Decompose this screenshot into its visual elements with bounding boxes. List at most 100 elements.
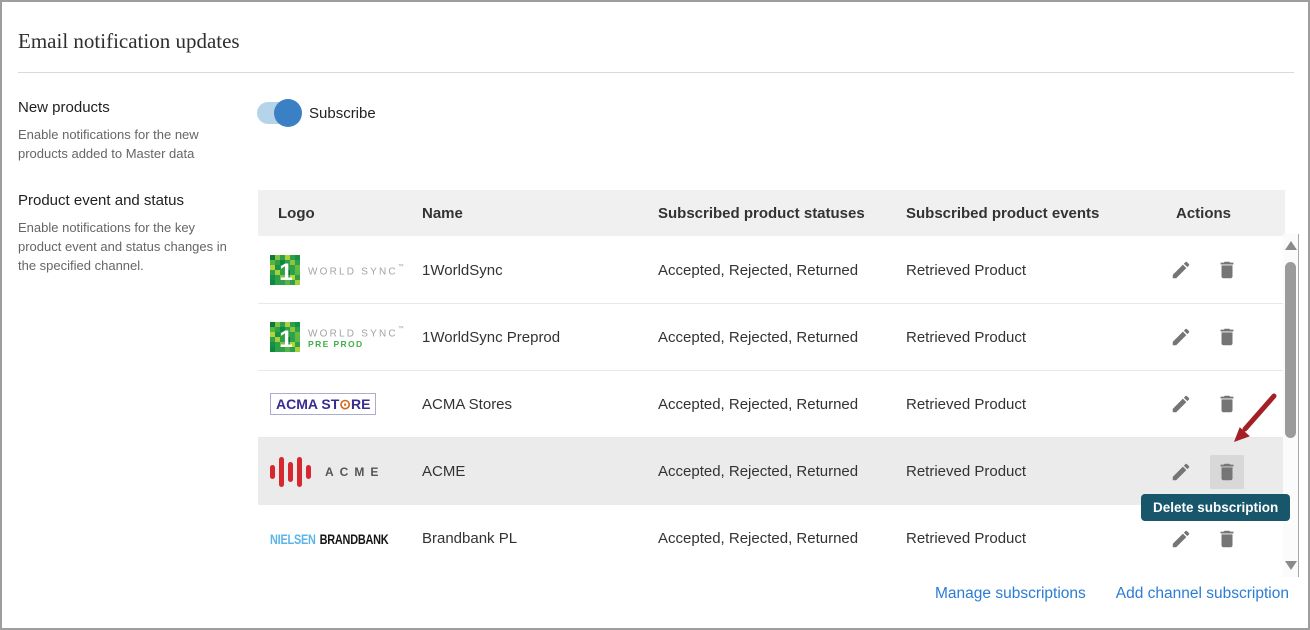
- edit-subscription-button[interactable]: [1164, 253, 1198, 287]
- channel-logo-cell: NIELSEN BRANDBANK: [258, 531, 406, 547]
- worldsync-tm: ™: [397, 325, 404, 332]
- subscribed-statuses: Accepted, Rejected, Returned: [658, 395, 859, 413]
- acme-logo: ACME: [270, 456, 406, 487]
- preprod-label: PRE PROD: [308, 339, 364, 350]
- product-event-section: Product event and status Enable notifica…: [18, 191, 240, 275]
- edit-subscription-button[interactable]: [1164, 455, 1198, 489]
- subscribed-statuses: Accepted, Rejected, Returned: [658, 261, 859, 279]
- new-products-section: New products Enable notifications for th…: [18, 98, 240, 163]
- subscribed-statuses: Accepted, Rejected, Returned: [658, 463, 859, 480]
- table-row-1worldsync: 1 WORLD SYNC™ 1WorldSync Accepted, Rejec…: [258, 237, 1285, 304]
- acme-bars-icon: [270, 456, 311, 487]
- scrollbar-thumb[interactable]: [1285, 262, 1296, 438]
- acme-wordmark: ACME: [325, 464, 385, 479]
- channel-name: ACMA Stores: [422, 395, 513, 413]
- subscribed-events: Retrieved Product: [906, 463, 1027, 480]
- delete-subscription-button[interactable]: [1210, 522, 1244, 556]
- header-logo: Logo: [278, 204, 315, 222]
- channel-logo-cell: 1 WORLD SYNC™ PRE PROD: [258, 322, 406, 352]
- pencil-icon: [1172, 328, 1189, 346]
- scroll-down-icon[interactable]: [1285, 561, 1297, 570]
- trash-icon: [1220, 395, 1233, 413]
- channel-logo-cell: ACMA ST⊙RE: [258, 393, 406, 415]
- channel-name: 1WorldSync Preprod: [422, 328, 561, 346]
- brandbank-wordmark: BRANDBANK: [319, 530, 389, 547]
- header-actions: Actions: [1175, 204, 1231, 222]
- nielsen-wordmark: NIELSEN: [270, 530, 316, 547]
- acma-wordmark-post: RE: [351, 396, 371, 412]
- channel-name: Brandbank PL: [422, 530, 518, 547]
- worldsync-wordmark: WORLD SYNC: [308, 266, 398, 278]
- trash-icon: [1220, 328, 1233, 346]
- acma-wordmark-pre: ACMA ST: [276, 396, 340, 412]
- table-row-acme: ACME ACME Accepted, Rejected, Returned R…: [258, 438, 1285, 505]
- table-row-acma-stores: ACMA ST⊙RE ACMA Stores Accepted, Rejecte…: [258, 371, 1285, 438]
- subscribe-toggle-row: Subscribe: [257, 99, 376, 127]
- worldsync-preprod-logo: 1 WORLD SYNC™ PRE PROD: [270, 322, 406, 352]
- subscribed-events: Retrieved Product: [906, 530, 1027, 547]
- add-channel-subscription-link[interactable]: Add channel subscription: [1115, 585, 1289, 602]
- acma-o-icon: ⊙: [339, 396, 351, 412]
- pencil-icon: [1172, 261, 1189, 279]
- settings-sidebar: New products Enable notifications for th…: [18, 98, 240, 275]
- worldsync-mosaic-icon: 1: [270, 255, 300, 285]
- footer-links: Manage subscriptions Add channel subscri…: [258, 585, 1289, 603]
- row-actions: [1122, 387, 1285, 421]
- pencil-icon: [1172, 463, 1189, 480]
- table-header-row: Logo Name Subscribed product statuses Su…: [258, 190, 1285, 236]
- channel-logo-cell: 1 WORLD SYNC™: [258, 255, 406, 285]
- page-title: Email notification updates: [18, 29, 240, 53]
- product-event-heading: Product event and status: [18, 192, 184, 209]
- row-actions: [1122, 454, 1285, 489]
- delete-subscription-button[interactable]: [1210, 387, 1244, 421]
- edit-subscription-button[interactable]: [1164, 522, 1198, 556]
- row-actions: [1122, 522, 1285, 556]
- row-actions: [1122, 320, 1285, 354]
- subscribed-events: Retrieved Product: [906, 261, 1027, 279]
- worldsync-tm: ™: [397, 264, 404, 271]
- channel-name: ACME: [422, 463, 466, 480]
- worldsync-mosaic-icon: 1: [270, 322, 300, 352]
- pencil-icon: [1172, 395, 1189, 413]
- header-name: Name: [422, 204, 463, 222]
- new-products-heading: New products: [18, 99, 110, 116]
- delete-subscription-button-hovered[interactable]: [1209, 454, 1244, 489]
- header-statuses: Subscribed product statuses: [658, 204, 865, 222]
- worldsync-wordmark: WORLD SYNC: [308, 328, 398, 340]
- delete-subscription-button[interactable]: [1210, 253, 1244, 287]
- scroll-up-icon[interactable]: [1285, 241, 1297, 250]
- subscribed-statuses: Accepted, Rejected, Returned: [658, 530, 859, 547]
- toggle-knob-icon: [274, 99, 302, 127]
- subscribe-toggle[interactable]: [257, 99, 302, 127]
- header-events: Subscribed product events: [906, 204, 1100, 222]
- row-actions: [1122, 253, 1285, 287]
- product-event-description: Enable notifications for the key product…: [18, 220, 227, 273]
- subscribed-events: Retrieved Product: [906, 328, 1027, 346]
- edit-subscription-button[interactable]: [1164, 320, 1198, 354]
- svg-text:1: 1: [279, 259, 292, 285]
- trash-icon: [1220, 463, 1233, 480]
- subscribed-events: Retrieved Product: [906, 395, 1027, 413]
- table-row-brandbank: NIELSEN BRANDBANK Brandbank PL Accepted,…: [258, 505, 1285, 572]
- worldsync-logo: 1 WORLD SYNC™: [270, 255, 406, 285]
- channel-logo-cell: ACME: [258, 456, 406, 487]
- pencil-icon: [1172, 530, 1189, 547]
- svg-text:1: 1: [279, 326, 292, 352]
- delete-subscription-button[interactable]: [1210, 320, 1244, 354]
- acma-store-logo: ACMA ST⊙RE: [270, 393, 377, 415]
- subscribed-statuses: Accepted, Rejected, Returned: [658, 328, 859, 346]
- channel-name: 1WorldSync: [422, 261, 503, 279]
- table-row-1worldsync-preprod: 1 WORLD SYNC™ PRE PROD 1WorldSync Prepro…: [258, 304, 1285, 371]
- delete-subscription-tooltip: Delete subscription: [1141, 494, 1291, 521]
- header-divider: [18, 72, 1294, 73]
- subscriptions-table: Logo Name Subscribed product statuses Su…: [258, 190, 1285, 572]
- subscribe-toggle-label: Subscribe: [309, 104, 376, 122]
- trash-icon: [1220, 530, 1233, 547]
- trash-icon: [1220, 261, 1233, 279]
- new-products-description: Enable notifications for the new product…: [18, 127, 199, 161]
- nielsen-brandbank-logo: NIELSEN BRANDBANK: [270, 530, 389, 547]
- edit-subscription-button[interactable]: [1164, 387, 1198, 421]
- table-scrollbar[interactable]: [1283, 234, 1299, 577]
- manage-subscriptions-link[interactable]: Manage subscriptions: [935, 585, 1086, 602]
